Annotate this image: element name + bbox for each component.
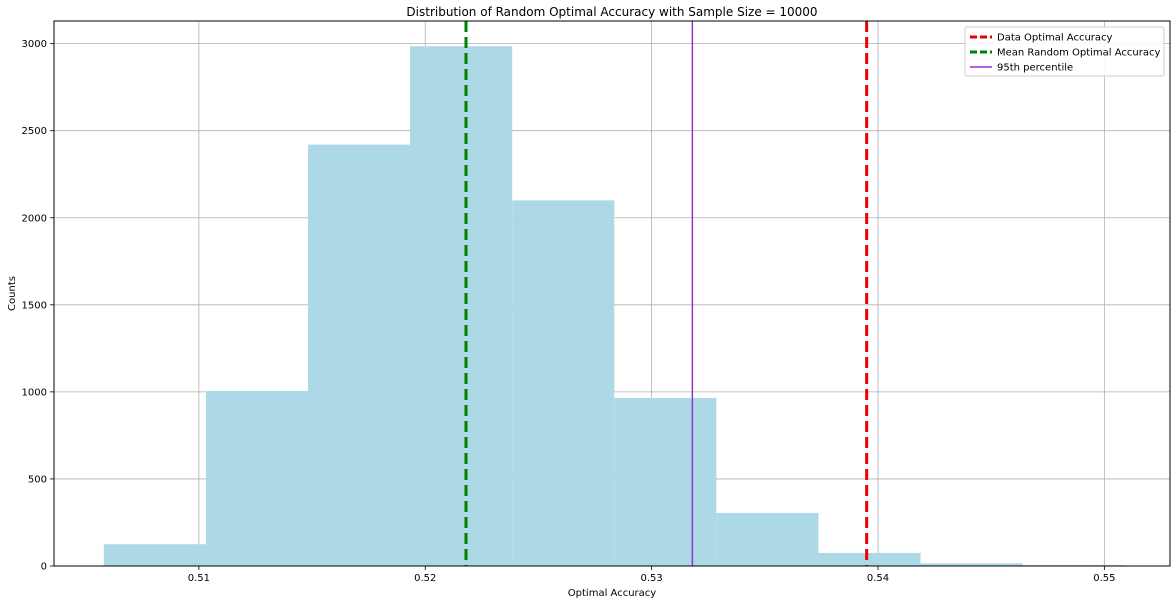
- histogram-bar: [103, 544, 206, 566]
- legend-entry-label: 95th percentile: [997, 63, 1073, 74]
- chart-title: Distribution of Random Optimal Accuracy …: [406, 5, 817, 19]
- x-tick-label: 0.53: [640, 573, 662, 584]
- histogram-bar: [716, 512, 819, 566]
- reference-lines: [464, 21, 869, 566]
- histogram-bar: [307, 144, 411, 566]
- y-tick-label: 3000: [22, 39, 47, 50]
- y-tick-label: 0: [41, 562, 47, 573]
- histogram-bar: [205, 391, 308, 566]
- x-tick-label: 0.55: [1093, 573, 1115, 584]
- x-tick-label: 0.52: [414, 573, 436, 584]
- x-tick-label: 0.51: [188, 573, 210, 584]
- histogram-bar: [920, 563, 1023, 566]
- histogram-bar: [410, 46, 513, 566]
- y-tick-label: 2500: [22, 126, 47, 137]
- y-tick-label: 2000: [22, 213, 47, 224]
- histogram-bar: [512, 200, 615, 567]
- legend-entry-label: Mean Random Optimal Accuracy: [997, 48, 1160, 59]
- legend-box: [964, 26, 1165, 77]
- y-axis-label: Counts: [7, 276, 18, 311]
- axis-ticks: 0.51 0.52 0.53 0.54 0.55 0 500 1000 1500 2000 2500…: [22, 39, 1116, 584]
- y-tick-label: 1500: [22, 300, 47, 311]
- histogram-bars: [103, 46, 1125, 567]
- histogram-bar: [614, 397, 717, 566]
- y-tick-label: 1000: [22, 387, 47, 398]
- x-axis-label: Optimal Accuracy: [568, 588, 656, 599]
- legend: Data Optimal Accuracy Mean Random Optimal…: [964, 26, 1165, 77]
- x-tick-label: 0.54: [867, 573, 889, 584]
- legend-entry-label: Data Optimal Accuracy: [997, 33, 1113, 44]
- y-tick-label: 500: [28, 474, 47, 485]
- plot-frame: [53, 20, 1171, 567]
- histogram-bar: [818, 552, 921, 566]
